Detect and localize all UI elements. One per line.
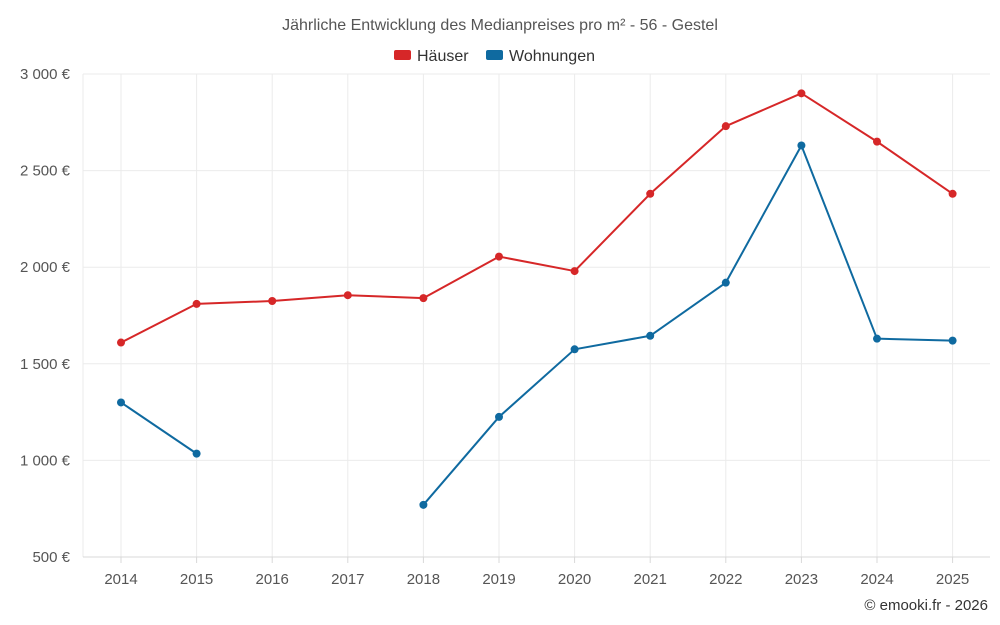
data-point-haeuser[interactable] bbox=[343, 291, 352, 300]
grid bbox=[82, 73, 990, 557]
legend-item-haeuser[interactable]: Häuser bbox=[394, 48, 469, 65]
data-point-wohnungen[interactable] bbox=[948, 336, 957, 345]
y-tick-label: 3 000 € bbox=[20, 66, 71, 83]
x-tick-label: 2018 bbox=[407, 571, 440, 588]
x-tick-label: 2024 bbox=[860, 571, 893, 588]
data-point-haeuser[interactable] bbox=[495, 252, 503, 261]
x-tick-label: 2020 bbox=[558, 571, 591, 588]
data-point-haeuser[interactable] bbox=[419, 294, 428, 303]
chart-title: Jährliche Entwicklung des Medianpreises … bbox=[282, 17, 718, 34]
legend-label-wohnungen: Wohnungen bbox=[509, 48, 595, 65]
legend[interactable]: Häuser Wohnungen bbox=[394, 48, 595, 65]
data-point-wohnungen[interactable] bbox=[721, 278, 730, 287]
legend-label-haeuser: Häuser bbox=[417, 48, 469, 65]
x-tick-label: 2017 bbox=[331, 571, 364, 588]
data-point-haeuser[interactable] bbox=[117, 338, 125, 347]
x-tick-label: 2025 bbox=[936, 571, 969, 588]
y-tick-label: 1 500 € bbox=[20, 356, 71, 373]
data-point-wohnungen[interactable] bbox=[192, 449, 201, 458]
series-line-haeuser bbox=[120, 92, 954, 344]
data-point-haeuser[interactable] bbox=[721, 122, 730, 131]
y-tick-label: 1 000 € bbox=[20, 452, 71, 469]
series-line-wohnungen bbox=[422, 144, 954, 506]
x-tick-label: 2023 bbox=[785, 571, 818, 588]
series-wohnungen bbox=[117, 141, 957, 509]
series bbox=[117, 89, 957, 509]
y-tick-label: 500 € bbox=[32, 549, 70, 566]
data-point-haeuser[interactable] bbox=[192, 299, 201, 308]
data-point-wohnungen[interactable] bbox=[873, 334, 881, 343]
axes: 500 € 1 000 € 1 500 € 2 000 € 2 500 € 3 000 €… bbox=[20, 66, 990, 588]
data-point-wohnungen[interactable] bbox=[495, 412, 503, 421]
data-point-wohnungen[interactable] bbox=[419, 500, 428, 509]
data-point-wohnungen[interactable] bbox=[117, 398, 125, 407]
y-tick-label: 2 500 € bbox=[20, 163, 71, 180]
data-point-haeuser[interactable] bbox=[948, 189, 957, 198]
data-point-wohnungen[interactable] bbox=[646, 331, 655, 340]
x-tick-label: 2021 bbox=[634, 571, 667, 588]
data-point-wohnungen[interactable] bbox=[797, 141, 806, 150]
legend-swatch-haeuser bbox=[394, 50, 411, 60]
data-point-haeuser[interactable] bbox=[646, 189, 655, 198]
x-tick-label: 2019 bbox=[482, 571, 515, 588]
data-point-haeuser[interactable] bbox=[797, 89, 806, 98]
data-point-haeuser[interactable] bbox=[268, 297, 277, 306]
legend-item-wohnungen[interactable]: Wohnungen bbox=[486, 48, 595, 65]
series-haeuser bbox=[117, 89, 957, 347]
x-tick-label: 2022 bbox=[709, 571, 742, 588]
data-point-haeuser[interactable] bbox=[873, 137, 881, 146]
data-point-wohnungen[interactable] bbox=[570, 345, 579, 354]
data-point-haeuser[interactable] bbox=[570, 267, 579, 276]
legend-swatch-wohnungen bbox=[486, 50, 503, 60]
series-line-wohnungen bbox=[120, 401, 198, 455]
x-tick-label: 2015 bbox=[180, 571, 213, 588]
credit-text: © emooki.fr - 2026 bbox=[864, 597, 988, 614]
x-tick-label: 2014 bbox=[104, 571, 137, 588]
y-tick-label: 2 000 € bbox=[20, 259, 71, 276]
x-tick-label: 2016 bbox=[256, 571, 289, 588]
